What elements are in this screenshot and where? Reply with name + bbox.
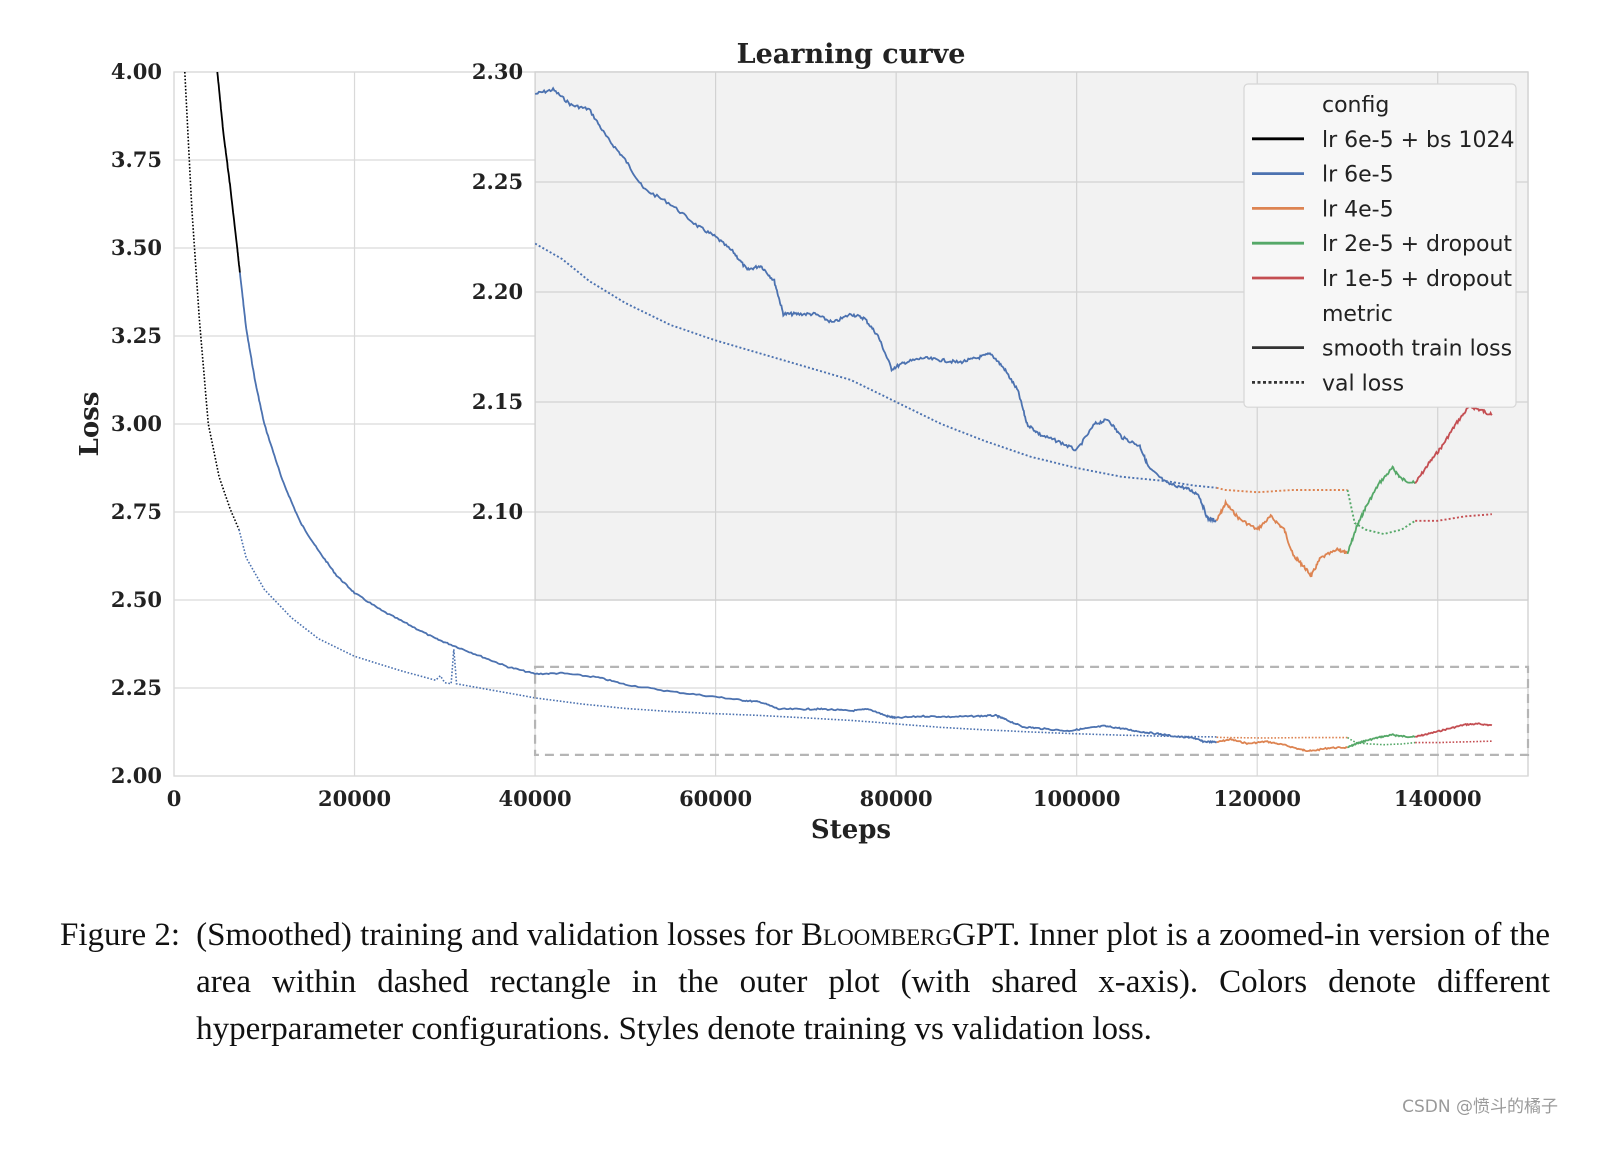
outer-series-lr-6e-5-bs-1024-val-loss xyxy=(184,72,240,530)
legend: config lr 6e-5 + bs 1024 lr 6e-5 lr 4e-5 lr … xyxy=(1243,83,1517,408)
legend-label-lr-6e-5-bs-1024: lr 6e-5 + bs 1024 xyxy=(1322,128,1514,153)
figure-caption: Figure 2: (Smoothed) training and valida… xyxy=(60,912,1550,1053)
caption-text: (Smoothed) training and validation losse… xyxy=(196,912,1550,1053)
learning-curve-figure: 0 20000 40000 60000 80000 100000 120000 140000 2… xyxy=(75,39,1530,845)
inset-series-lr-6e-5-smooth-train-loss xyxy=(535,86,1217,524)
outer-series-lr-4e-5-smooth-train-loss xyxy=(1216,737,1348,752)
x-tick-label: 100000 xyxy=(1033,786,1121,811)
inset-series-lr-1e-5-dropout-val-loss xyxy=(1415,513,1492,522)
y-tick-label: 3.50 xyxy=(111,235,162,260)
inset-y-tick-label: 2.15 xyxy=(472,389,523,414)
inset-series-lr-4e-5-smooth-train-loss xyxy=(1215,498,1349,578)
x-tick-label: 40000 xyxy=(499,786,572,811)
y-tick-label: 3.00 xyxy=(111,411,162,436)
caption-text-before: (Smoothed) training and validation losse… xyxy=(196,917,802,953)
inset-y-tick-label: 2.10 xyxy=(472,499,523,524)
outer-series-lr-1e-5-dropout-smooth-train-loss xyxy=(1415,722,1493,738)
outer-series-lr-6e-5-smooth-train-loss xyxy=(239,272,1217,744)
outer-series-lr-2e-5-dropout-val-loss xyxy=(1347,736,1416,746)
caption-text-after: . Inner plot is a zoomed-in version of t… xyxy=(196,917,1550,1047)
inset-series-lr-1e-5-dropout-smooth-train-loss xyxy=(1414,404,1493,484)
legend-label-val-loss: val loss xyxy=(1322,371,1404,396)
inset-series-lr-2e-5-dropout-smooth-train-loss xyxy=(1346,465,1416,555)
legend-label-lr-6e-5: lr 6e-5 xyxy=(1322,163,1394,188)
outer-series-lr-6e-5-val-loss xyxy=(238,529,1217,738)
x-tick-label: 80000 xyxy=(860,786,933,811)
caption-label: Figure 2: xyxy=(60,917,181,953)
inset-series-lr-6e-5-val-loss xyxy=(535,242,1217,489)
zoom-region-rectangle xyxy=(533,665,1530,756)
y-tick-label: 2.50 xyxy=(111,587,162,612)
y-tick-label: 3.75 xyxy=(111,147,162,172)
inset-y-tick-label: 2.20 xyxy=(472,279,523,304)
outer-series-group xyxy=(184,72,1493,752)
inset-series-group xyxy=(535,86,1493,578)
legend-label-smooth-train-loss: smooth train loss xyxy=(1322,337,1512,362)
watermark: CSDN @愤斗的橘子 xyxy=(1402,1097,1558,1117)
legend-label-lr-2e-5-dropout: lr 2e-5 + dropout xyxy=(1322,232,1512,257)
inset-series-lr-2e-5-dropout-val-loss xyxy=(1346,489,1416,535)
inset-y-tick-label: 2.25 xyxy=(472,169,523,194)
inset-y-tick-label: 2.30 xyxy=(472,59,523,84)
legend-label-config: config xyxy=(1322,93,1389,118)
y-tick-label: 2.75 xyxy=(111,499,162,524)
x-axis-title: Steps xyxy=(811,815,891,845)
x-tick-label: 140000 xyxy=(1394,786,1482,811)
caption-model-suffix: GPT xyxy=(952,917,1012,953)
y-tick-label: 2.25 xyxy=(111,675,162,700)
x-tick-label: 60000 xyxy=(679,786,752,811)
x-tick-label: 20000 xyxy=(318,786,391,811)
outer-series-lr-6e-5-bs-1024-smooth-train-loss xyxy=(216,72,241,273)
caption-model-name: Bloomberg xyxy=(801,917,953,953)
chart-title: Learning curve xyxy=(737,39,966,70)
y-tick-label: 4.00 xyxy=(111,59,162,84)
x-tick-label: 120000 xyxy=(1213,786,1301,811)
legend-label-lr-1e-5-dropout: lr 1e-5 + dropout xyxy=(1322,267,1512,292)
y-axis-title: Loss xyxy=(75,392,105,457)
inset-series-lr-4e-5-val-loss xyxy=(1216,486,1348,494)
outer-series-lr-1e-5-dropout-val-loss xyxy=(1415,740,1492,744)
legend-label-lr-4e-5: lr 4e-5 xyxy=(1322,197,1394,222)
legend-label-metric: metric xyxy=(1322,302,1393,327)
x-tick-label: 0 xyxy=(167,786,182,811)
y-tick-label: 3.25 xyxy=(111,323,162,348)
legend-box xyxy=(1243,83,1517,408)
y-tick-label: 2.00 xyxy=(111,763,162,788)
